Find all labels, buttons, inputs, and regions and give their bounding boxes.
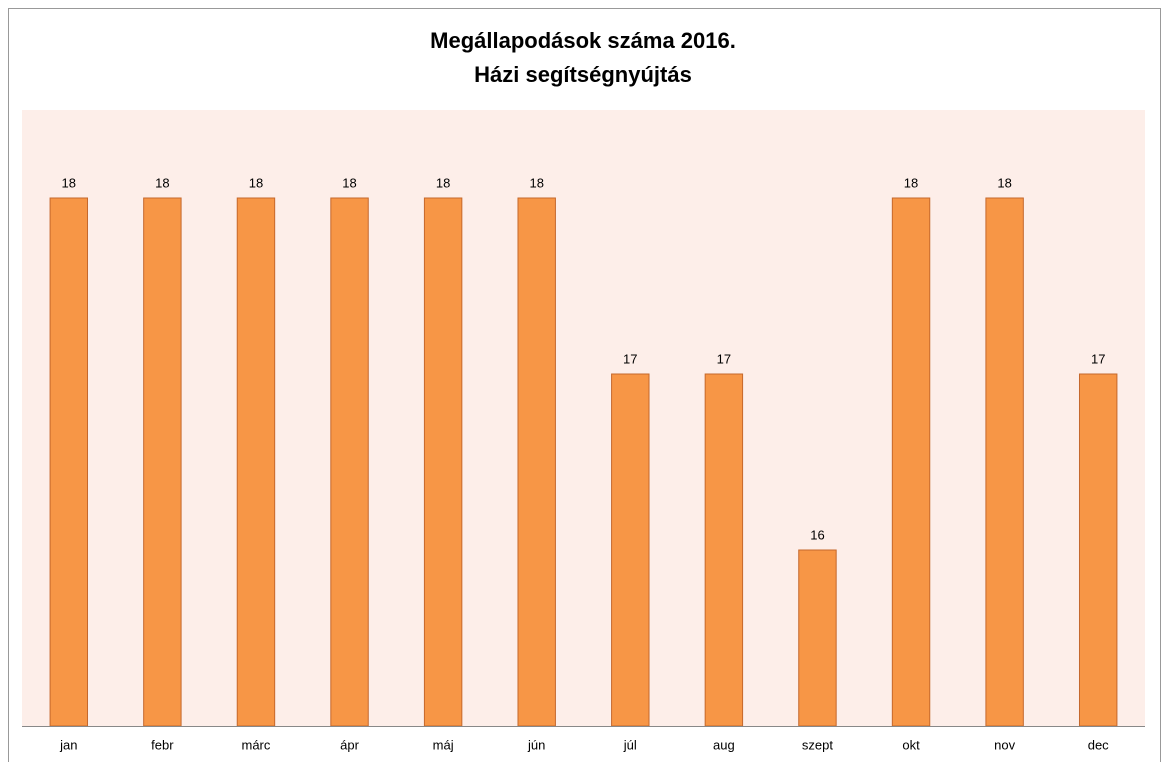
bar (1078, 373, 1118, 727)
x-tick-label: máj (433, 737, 454, 752)
x-tick-label: júl (623, 737, 637, 752)
bar (985, 197, 1024, 727)
data-label: 18 (436, 175, 450, 190)
x-tick-label: márc (242, 737, 271, 752)
data-label: 18 (62, 175, 76, 190)
bar (798, 549, 837, 727)
data-label: 17 (623, 351, 637, 366)
x-tick-label: ápr (340, 737, 359, 752)
bar (611, 373, 650, 727)
data-label: 18 (997, 175, 1011, 190)
x-tick-label: okt (902, 737, 920, 752)
bar (330, 197, 369, 727)
bar (517, 197, 556, 727)
chart-title: Megállapodások száma 2016. (430, 28, 736, 53)
bar (236, 197, 276, 727)
plot-area (22, 110, 1145, 726)
data-label: 17 (1091, 351, 1105, 366)
bar (891, 197, 931, 727)
x-tick-label: jan (59, 737, 77, 752)
data-label: 18 (155, 175, 169, 190)
bar (143, 197, 182, 727)
x-tick-label: szept (802, 737, 833, 752)
data-label: 17 (717, 351, 731, 366)
bar (49, 197, 89, 727)
bar (704, 373, 744, 727)
x-tick-label: aug (713, 737, 735, 752)
x-tick-label: febr (151, 737, 174, 752)
x-tick-label: jún (527, 737, 545, 752)
x-tick-label: dec (1088, 737, 1109, 752)
data-label: 16 (810, 527, 824, 542)
x-tick-label: nov (994, 737, 1015, 752)
bar (423, 197, 463, 727)
data-label: 18 (904, 175, 918, 190)
data-label: 18 (529, 175, 543, 190)
data-label: 18 (249, 175, 263, 190)
data-label: 18 (342, 175, 356, 190)
chart-subtitle: Házi segítségnyújtás (474, 62, 692, 87)
